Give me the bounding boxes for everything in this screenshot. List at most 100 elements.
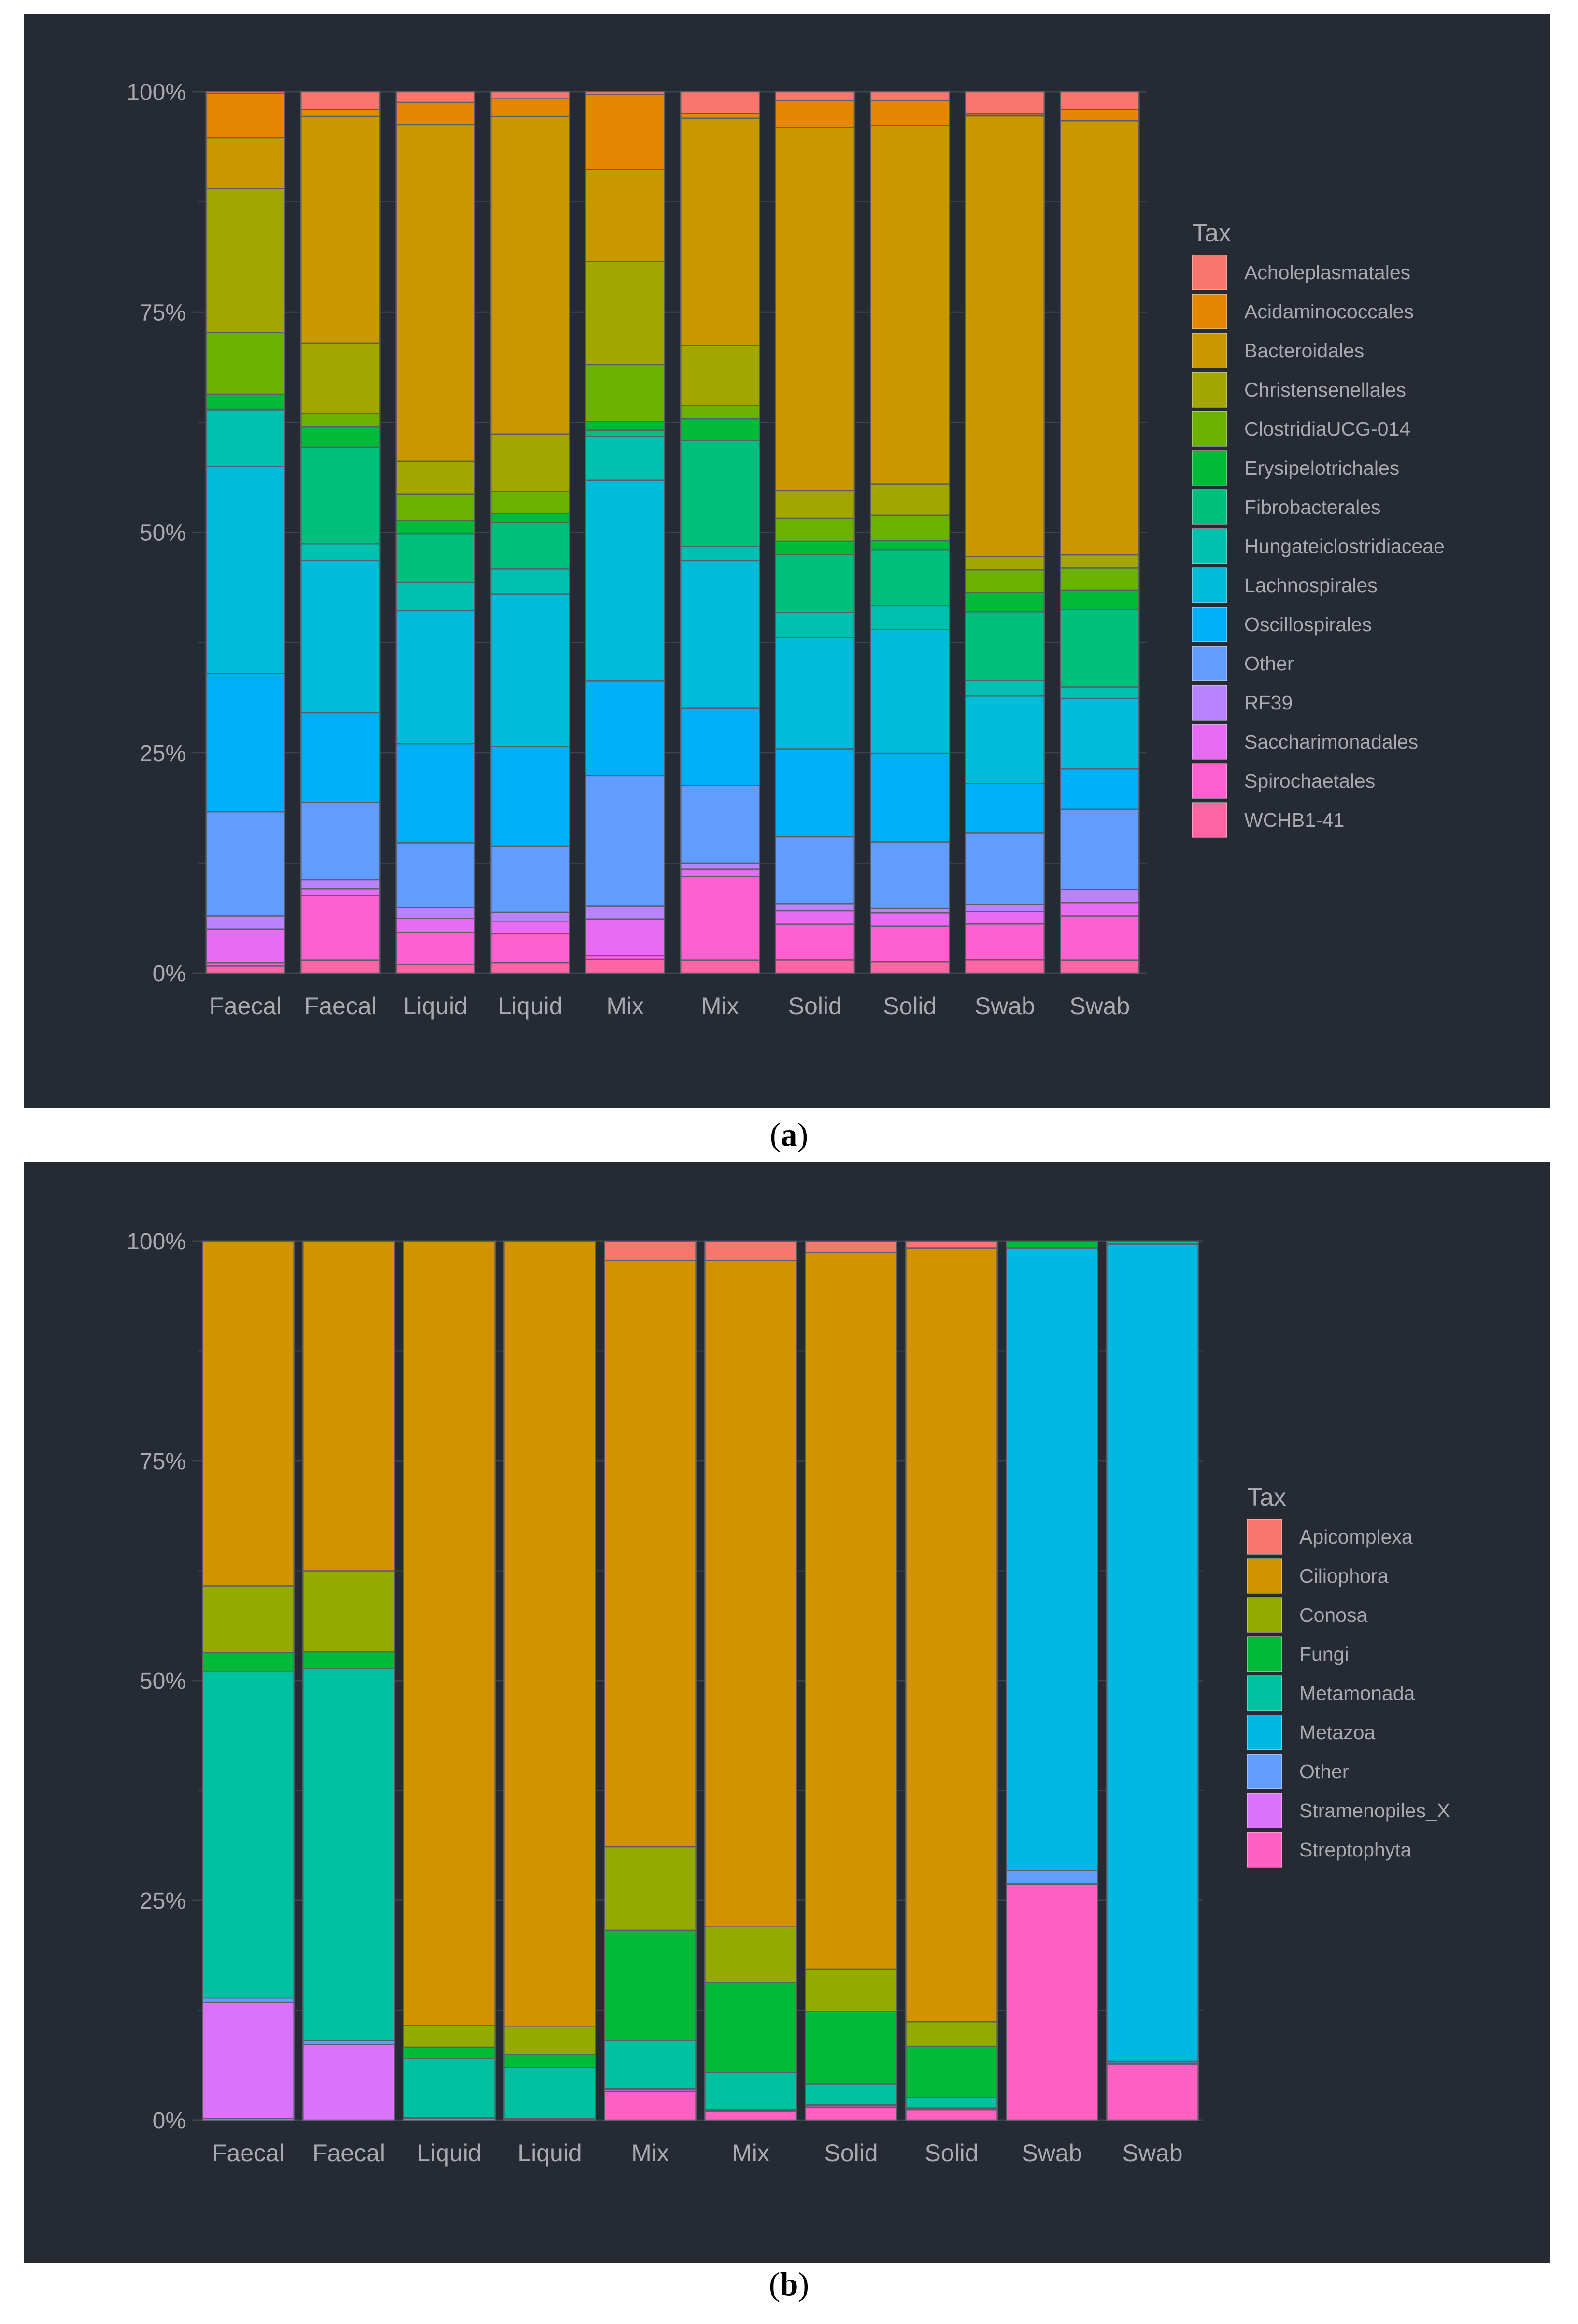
legend-key <box>1192 255 1227 290</box>
bar-segment-saccharimonadales <box>205 928 286 964</box>
legend-key <box>1247 1597 1282 1633</box>
bar-segment-metamonada <box>704 2072 797 2111</box>
bar-segment-metamonada <box>403 2058 496 2118</box>
bar-segment-stramenopiles-x <box>202 2001 295 2119</box>
bar-segment-hungateiclostridiaceae <box>490 568 570 595</box>
bar-segment-spirochaetales <box>680 876 760 961</box>
x-tick-label: Liquid <box>498 992 562 1020</box>
stacked-bar-chart-b: 0% 25% 50% 75% 100% Faecal Faecal Liquid Liquid M… <box>127 1229 1450 2167</box>
x-tick-label: Solid <box>824 2140 878 2167</box>
bar-segment-saccharimonadales <box>1059 902 1140 917</box>
bar-stack-6 <box>680 91 760 974</box>
bar-segment-erysipelotrichales <box>205 393 286 410</box>
legend-key <box>1247 1754 1282 1789</box>
bar-stack-1 <box>202 1240 295 2121</box>
legend-label: Stramenopiles_X <box>1299 1800 1450 1822</box>
x-tick-label: Faecal <box>212 2140 284 2167</box>
bar-segment-conosa <box>302 1570 395 1653</box>
bar-segment-rf39 <box>775 903 855 912</box>
y-tick-label: 100% <box>127 1229 186 1255</box>
bar-segment-conosa <box>704 1926 797 1983</box>
bar-segment-apicomplexa <box>704 1240 797 1261</box>
bar-segment-wchb1-41 <box>395 964 476 974</box>
bar-stack-7 <box>805 1240 897 2121</box>
bar-segment-apicomplexa <box>604 1240 697 1261</box>
bar-segment-lachnospirales <box>965 695 1045 784</box>
bar-segment-metamonada <box>503 2067 596 2119</box>
bar-stack-3 <box>403 1240 496 2121</box>
x-tick-label: Solid <box>924 2140 978 2167</box>
bar-segment-lachnospirales <box>300 560 381 714</box>
bar-segment-bacteroidales <box>775 127 855 492</box>
bar-segment-hungateiclostridiaceae <box>680 546 760 562</box>
legend-label: Saccharimonadales <box>1244 731 1418 753</box>
bar-segment-christensenellales <box>205 188 286 333</box>
bar-segment-hungateiclostridiaceae <box>869 605 950 630</box>
bar-segment-wchb1-41 <box>490 962 570 974</box>
bar-segment-saccharimonadales <box>490 920 570 935</box>
legend-key <box>1247 1832 1282 1868</box>
bar-segment-other <box>965 832 1045 905</box>
legend-label: Other <box>1299 1760 1349 1783</box>
bar-segment-lachnospirales <box>205 466 286 674</box>
caption-close: ) <box>797 1116 809 1153</box>
bar-segment-rf39 <box>965 904 1045 912</box>
bar-segment-lachnospirales <box>1059 697 1140 770</box>
bar-segment-fungi <box>1006 1240 1098 1249</box>
bar-stack-9 <box>1006 1240 1098 2121</box>
bar-segment-hungateiclostridiaceae <box>775 612 855 638</box>
legend-key <box>1192 333 1227 368</box>
bar-segment-metamonada <box>302 1668 395 2041</box>
legend-label: Streptophyta <box>1299 1839 1412 1861</box>
bar-segment-wchb1-41 <box>965 959 1045 974</box>
bar-segment-erysipelotrichales <box>869 540 950 551</box>
bar-segment-conosa <box>905 2021 998 2047</box>
bar-segment-metazoa <box>1006 1247 1098 1871</box>
bar-segment-spirochaetales <box>490 933 570 964</box>
y-tick-label: 100% <box>127 80 186 105</box>
x-tick-label: Liquid <box>417 2140 481 2167</box>
bar-segment-conosa <box>403 2025 496 2048</box>
bar-segment-erysipelotrichales <box>490 512 570 523</box>
bar-segment-other <box>869 841 950 909</box>
bar-segment-other <box>775 836 855 905</box>
bar-segment-wchb1-41 <box>585 958 666 974</box>
bar-segment-saccharimonadales <box>869 912 950 927</box>
bar-segment-acidaminococcales <box>395 101 476 126</box>
chart-panel-a: 0% 25% 50% 75% 100% Faecal Faecal Liquid Liquid M… <box>24 14 1550 1108</box>
legend-key <box>1192 489 1227 525</box>
bar-segment-bacteroidales <box>965 115 1045 557</box>
bar-segment-rf39 <box>585 905 666 920</box>
x-tick-label: Mix <box>701 992 739 1020</box>
bar-segment-spirochaetales <box>965 923 1045 961</box>
bar-stack-4 <box>503 1240 596 2121</box>
legend-label: Oscillospirales <box>1244 613 1372 636</box>
bar-segment-rf39 <box>869 907 950 914</box>
bar-segment-apicomplexa <box>805 1240 897 1253</box>
bar-segment-oscillospirales <box>395 743 476 844</box>
bar-segment-wchb1-41 <box>680 959 760 974</box>
bar-segment-fibrobacterales <box>300 446 381 545</box>
bar-segment-erysipelotrichales <box>300 426 381 448</box>
legend-label: Fibrobacterales <box>1244 496 1381 518</box>
bar-segment-fungi <box>905 2045 998 2098</box>
bar-segment-bacteroidales <box>585 169 666 262</box>
bar-segment-clostridiaucg-014 <box>1059 567 1140 591</box>
bar-stack-6 <box>704 1240 797 2121</box>
legend-label: Lachnospirales <box>1244 574 1378 596</box>
bar-segment-other <box>490 845 570 913</box>
bar-segment-ciliophora <box>905 1247 998 2023</box>
bar-segment-christensenellales <box>775 490 855 519</box>
legend-key <box>1192 763 1227 799</box>
legend-label: Spirochaetales <box>1244 770 1375 792</box>
bar-segment-ciliophora <box>604 1260 697 1848</box>
bar-segment-bacteroidales <box>395 124 476 462</box>
bar-segment-lachnospirales <box>585 479 666 682</box>
stacked-bar-chart-a: 0% 25% 50% 75% 100% Faecal Faecal Liquid Liquid M… <box>127 80 1445 1020</box>
bar-segment-wchb1-41 <box>1059 959 1140 974</box>
legend-key <box>1192 450 1227 486</box>
bar-segment-bacteroidales <box>300 115 381 344</box>
bar-stack-2 <box>300 91 381 974</box>
bar-segment-fibrobacterales <box>1059 609 1140 688</box>
bar-segment-streptophyta <box>805 2106 897 2121</box>
